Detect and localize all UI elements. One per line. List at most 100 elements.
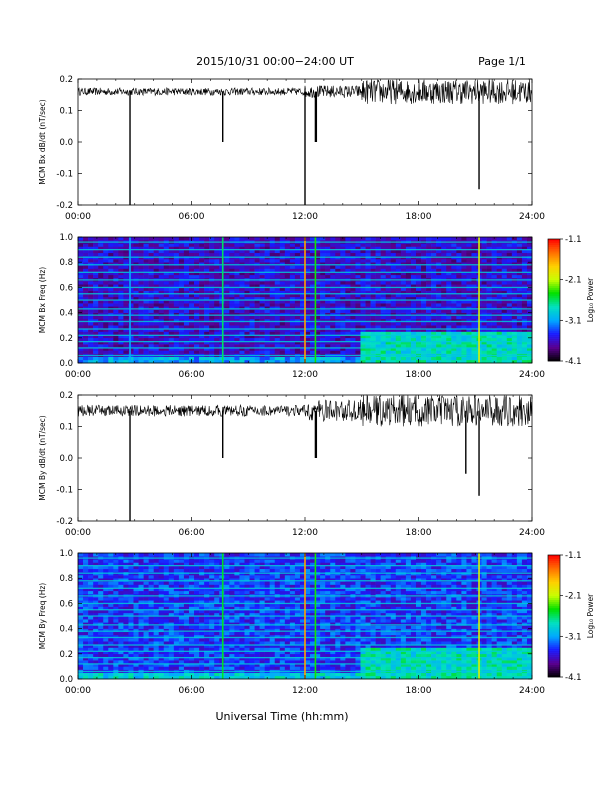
heatmap-cell — [133, 340, 139, 345]
heatmap-cell — [299, 315, 306, 320]
heatmap-cell — [173, 656, 180, 661]
heatmap-cell — [279, 274, 286, 279]
heatmap-cell — [294, 334, 301, 339]
heatmap-cell — [93, 312, 99, 317]
heatmap-cell — [128, 246, 134, 250]
heatmap-cell — [204, 647, 210, 651]
heatmap-cell — [264, 347, 270, 351]
heatmap-cell — [456, 246, 462, 250]
heatmap-cell — [274, 675, 281, 680]
heatmap-cell — [375, 359, 381, 364]
heatmap-cell — [325, 265, 331, 269]
heatmap-cell — [178, 318, 185, 323]
heatmap-cell — [395, 644, 402, 648]
heatmap-cell — [274, 644, 281, 648]
heatmap-cell — [239, 337, 245, 342]
heatmap-cell — [456, 672, 462, 677]
heatmap-cell — [461, 252, 467, 257]
heatmap-cell — [315, 656, 321, 661]
heatmap-cell — [330, 281, 336, 285]
heatmap-cell — [481, 274, 487, 279]
heatmap-cell — [436, 249, 442, 254]
heatmap-cell — [289, 663, 296, 667]
heatmap-cell — [274, 284, 281, 288]
heatmap-cell — [249, 265, 255, 269]
colorbar-cell — [548, 340, 560, 343]
heatmap-cell — [320, 340, 326, 345]
heatmap-cell — [78, 322, 84, 326]
heatmap-cell — [143, 284, 149, 288]
heatmap-cell — [511, 237, 518, 241]
heatmap-cell — [380, 666, 387, 670]
heatmap-cell — [461, 296, 467, 301]
heatmap-cell — [158, 271, 165, 276]
heatmap-cell — [400, 249, 407, 254]
heatmap-cell — [456, 303, 462, 307]
heatmap-cell — [173, 347, 180, 351]
heatmap-cell — [188, 340, 195, 345]
heatmap-cell — [123, 249, 129, 254]
heatmap-cell — [234, 303, 240, 307]
heatmap-cell — [143, 340, 149, 345]
heatmap-cell — [400, 300, 407, 304]
heatmap-cell — [188, 296, 195, 301]
heatmap-cell — [355, 300, 361, 304]
heatmap-cell — [93, 281, 99, 285]
heatmap-cell — [244, 337, 250, 342]
heatmap-cell — [360, 237, 366, 241]
waveform-panel: 00:00 06:00 12:00 18:00 24:000.20.10.0-0.1-0… — [38, 75, 545, 222]
heatmap-cell — [103, 340, 109, 345]
heatmap-cell — [451, 663, 457, 667]
heatmap-cell — [380, 259, 387, 263]
heatmap-cell — [400, 312, 407, 317]
heatmap-cell — [365, 265, 371, 269]
heatmap-cell — [128, 337, 134, 342]
colorbar-cell — [548, 334, 560, 337]
heatmap-cell — [491, 350, 497, 354]
heatmap-cell — [481, 306, 487, 310]
heatmap-cell — [204, 672, 210, 677]
heatmap-cell — [355, 331, 361, 335]
heatmap-cell — [486, 318, 492, 323]
heatmap-cell — [214, 274, 220, 279]
heatmap-cell — [345, 359, 351, 364]
heatmap-cell — [299, 284, 306, 288]
heatmap-cell — [78, 243, 84, 247]
heatmap-cell — [365, 340, 371, 345]
heatmap-cell — [360, 325, 366, 329]
heatmap-cell — [441, 337, 447, 342]
y-tick-label: 0.2 — [59, 334, 73, 344]
heatmap-cell — [123, 350, 129, 354]
heatmap-cell — [194, 675, 200, 680]
heatmap-cell — [299, 644, 306, 648]
heatmap-cell — [325, 340, 331, 345]
x-tick-label: 18:00 — [406, 528, 432, 538]
heatmap-cell — [113, 647, 119, 651]
heatmap-cell — [320, 344, 326, 348]
heatmap-cell — [325, 243, 331, 247]
heatmap-cell — [436, 306, 442, 310]
heatmap-cell — [244, 306, 250, 310]
heatmap-cell — [239, 262, 245, 266]
heatmap-cell — [214, 252, 220, 257]
heatmap-cell — [123, 337, 129, 342]
heatmap-cell — [426, 246, 432, 250]
heatmap-cell — [305, 312, 311, 317]
heatmap-cell — [496, 265, 503, 269]
heatmap-cell — [511, 344, 518, 348]
heatmap-cell — [143, 331, 149, 335]
heatmap-cell — [294, 359, 301, 364]
heatmap-cell — [365, 306, 371, 310]
heatmap-cell — [330, 653, 336, 658]
heatmap-cell — [83, 274, 89, 279]
heatmap-cell — [310, 300, 316, 304]
heatmap-cell — [511, 274, 518, 279]
heatmap-cell — [496, 666, 503, 670]
heatmap-cell — [516, 262, 523, 266]
heatmap-cell — [451, 331, 457, 335]
heatmap-cell — [461, 265, 467, 269]
heatmap-cell — [405, 306, 412, 310]
y-tick-label: 0.0 — [59, 454, 73, 464]
heatmap-cell — [486, 315, 492, 320]
heatmap-cell — [299, 274, 306, 279]
